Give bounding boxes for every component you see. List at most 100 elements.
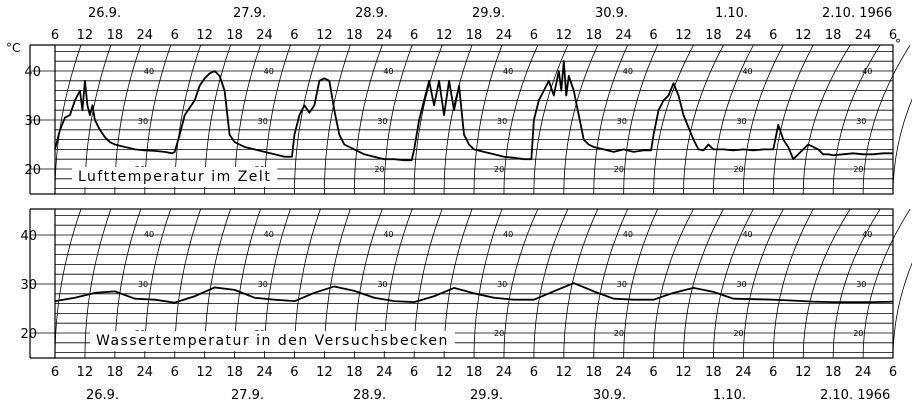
bottom-hour-label: 18: [107, 365, 124, 380]
bottom-hour-label: 24: [735, 365, 752, 380]
top-hour-label: 6: [769, 28, 777, 43]
grid-line-time: [443, 44, 473, 195]
grid-line-time: [832, 208, 881, 359]
grid-line-time: [742, 44, 784, 195]
top-hour-label: 18: [226, 28, 243, 43]
panel-title-background: [72, 167, 278, 187]
grid-line-time: [413, 44, 443, 195]
grid-line-time: [593, 44, 629, 195]
y-tick-label: 30: [20, 278, 37, 293]
bottom-hour-label: 6: [530, 365, 538, 380]
top-hour-label: 6: [530, 28, 538, 43]
bottom-hour-label: 12: [316, 365, 333, 380]
top-hour-label: 24: [376, 28, 393, 43]
bottom-hour-label: 24: [376, 365, 393, 380]
grid-line-time: [503, 208, 539, 359]
bottom-hour-label: 12: [675, 365, 692, 380]
inner-scale-label: 30: [377, 117, 387, 126]
inner-scale-label: 40: [264, 230, 274, 239]
bottom-hour-label: 12: [436, 365, 453, 380]
grid-line-time: [713, 208, 754, 359]
inner-scale-label: 20: [853, 329, 863, 338]
grid-line-time: [683, 208, 724, 359]
bottom-hour-label: 6: [769, 365, 777, 380]
top-hour-label: 12: [795, 28, 812, 43]
top-hour-label: 24: [855, 28, 872, 43]
bottom-hour-label: 24: [615, 365, 632, 380]
top-hour-label: 18: [346, 28, 363, 43]
grid-line-time: [772, 208, 814, 359]
top-date-label: 30.9.: [595, 6, 628, 21]
bottom-hour-label: 18: [705, 365, 722, 380]
grid-line-time: [892, 262, 912, 359]
plot-frame: [54, 44, 894, 195]
top-hour-label: 18: [585, 28, 602, 43]
inner-scale-label: 20: [733, 329, 743, 338]
y-tick-label: 40: [20, 229, 37, 244]
grid-line-time: [802, 44, 851, 195]
air-grid: [29, 44, 912, 195]
grid-line-time: [563, 208, 599, 359]
air-temperature-curve: [54, 60, 893, 162]
bottom-date-label: 28.9.: [353, 388, 386, 403]
y-tick-label: 20: [24, 163, 41, 178]
y-tick-label: 40: [24, 65, 41, 80]
inner-scale-label: 30: [377, 280, 387, 289]
bottom-hour-label: 24: [496, 365, 513, 380]
grid-line-time: [473, 44, 503, 195]
top-hour-label: 24: [735, 28, 752, 43]
grid-line-time: [862, 44, 911, 195]
top-date-label: 1.10.: [715, 6, 748, 21]
bottom-hour-label: 24: [256, 365, 273, 380]
air-inner-scale: 4030204030204030204030204030204030204030…: [135, 67, 872, 174]
top-hour-label: 24: [496, 28, 513, 43]
inner-scale-label: 40: [623, 230, 633, 239]
inner-scale-label: 20: [374, 165, 384, 174]
grid-line-time: [54, 44, 82, 195]
inner-scale-label: 40: [383, 67, 393, 76]
inner-scale-label: 30: [617, 117, 627, 126]
inner-scale-label: 40: [264, 67, 274, 76]
inner-scale-label: 40: [742, 67, 752, 76]
inner-scale-label: 40: [862, 230, 872, 239]
top-hour-label: 24: [256, 28, 273, 43]
inner-scale-label: 40: [503, 230, 513, 239]
grid-line-time: [353, 44, 383, 195]
bottom-hour-label: 12: [196, 365, 213, 380]
top-hour-label: 12: [436, 28, 453, 43]
air-y-axis: 20 30 40: [24, 65, 55, 178]
bottom-hour-label: 12: [795, 365, 812, 380]
inner-scale-label: 30: [736, 280, 746, 289]
top-hour-label: 18: [705, 28, 722, 43]
air-yunit-right: °: [895, 37, 901, 51]
grid-line-time: [832, 44, 881, 195]
grid-line-time: [593, 208, 629, 359]
bottom-hour-label: 24: [855, 365, 872, 380]
grid-line-time: [54, 208, 82, 359]
bottom-date-label: 1.10.: [713, 388, 746, 403]
grid-line-time: [653, 44, 694, 195]
bottom-hour-label: 6: [410, 365, 418, 380]
grid-line-time: [683, 44, 724, 195]
top-hour-label: 6: [290, 28, 298, 43]
bottom-hour-label: 18: [346, 365, 363, 380]
bottom-date-label: 29.9.: [470, 388, 503, 403]
top-hour-label: 6: [889, 28, 897, 43]
y-tick-label: 20: [20, 327, 37, 342]
inner-scale-label: 30: [736, 117, 746, 126]
bottom-hour-label: 12: [556, 365, 573, 380]
inner-scale-label: 20: [853, 165, 863, 174]
top-hour-label: 12: [196, 28, 213, 43]
water-y-axis: 20 30 40: [20, 229, 55, 342]
bottom-date-label: 26.9.: [86, 388, 119, 403]
top-hour-label: 6: [410, 28, 418, 43]
bottom-hour-label: 6: [51, 365, 59, 380]
grid-line-time: [892, 98, 912, 195]
grid-line-time: [533, 44, 569, 195]
top-hour-label: 18: [466, 28, 483, 43]
inner-scale-label: 30: [138, 280, 148, 289]
inner-scale-label: 40: [503, 67, 513, 76]
top-hour-label: 24: [615, 28, 632, 43]
panel-water-temperature: 20 30 40 40 30 20 40 30 20 40 30 20 40 30 20 40 30 20 40 3…: [20, 208, 912, 359]
y-tick-label: 30: [24, 114, 41, 129]
